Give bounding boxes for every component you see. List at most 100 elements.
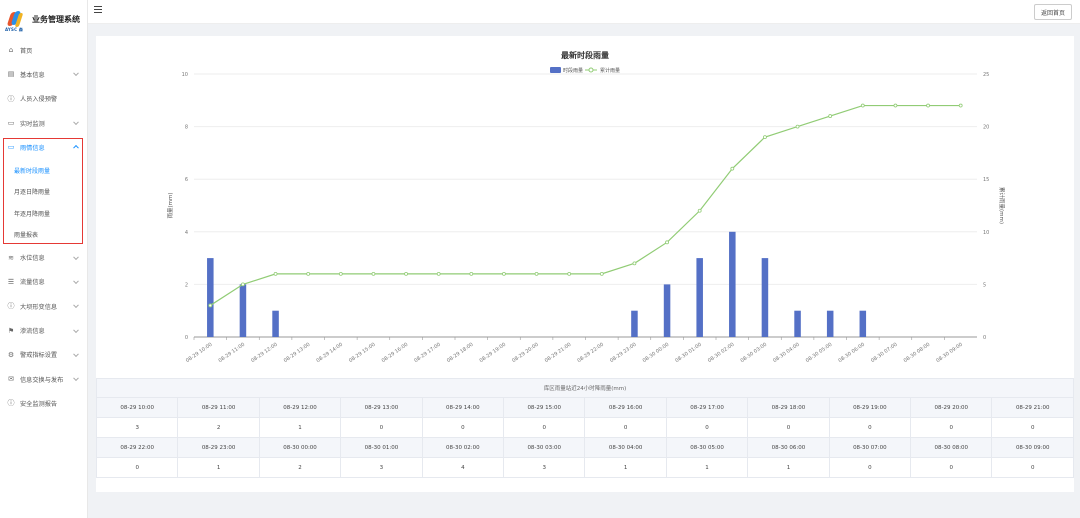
sidebar-item-label: 信息交换与发布 xyxy=(20,376,64,384)
monitor-icon: ▭ xyxy=(7,143,15,152)
table-value-cell: 3 xyxy=(95,417,179,438)
table-header-row: 08-29 22:00 08-29 23:00 08-30 00:00 08-30 0… xyxy=(95,437,1074,458)
table-value-cell: 2 xyxy=(177,417,260,438)
sidebar-item[interactable]: ⓘ 安全监测报告 xyxy=(0,391,87,415)
sidebar-item-label: 安全监测报告 xyxy=(20,400,58,408)
table-time-cell: 08-29 11:00 xyxy=(177,397,260,418)
table-value-cell: 3 xyxy=(340,457,423,478)
y-axis-label: 雨量(mm) xyxy=(167,192,174,218)
table-value-cell: 0 xyxy=(991,417,1074,438)
sidebar-subitem[interactable]: 年逐月降雨量 xyxy=(14,210,51,218)
x-tick-label: 08-30 00:00 xyxy=(642,342,670,364)
cumulative-point xyxy=(665,240,669,245)
cumulative-point xyxy=(241,282,245,287)
table-time-cell: 08-29 14:00 xyxy=(421,397,505,418)
sidebar-item[interactable]: ⚑ 渗流信息 xyxy=(0,318,87,342)
table-value-cell: 0 xyxy=(991,457,1074,478)
cumulative-point xyxy=(338,271,343,276)
sidebar-item-label: 渗流信息 xyxy=(20,328,45,336)
chevron-down-icon xyxy=(73,302,79,309)
rain-bar xyxy=(729,231,736,337)
chevron-down-icon xyxy=(73,278,79,284)
x-tick-label: 08-29 17:00 xyxy=(413,342,441,364)
rain-bar xyxy=(794,310,801,337)
x-tick-label: 08-29 10:00 xyxy=(185,342,213,364)
cumulative-point xyxy=(436,271,441,276)
table-value-cell: 0 xyxy=(665,417,749,438)
sidebar-subitem[interactable]: 月逐日降雨量 xyxy=(14,189,51,197)
y-tick-label: 6 xyxy=(185,177,188,183)
sidebar-item[interactable]: ⓘ 大坝形变信息 xyxy=(0,294,87,318)
rain-bar xyxy=(207,258,214,337)
cumulative-point xyxy=(926,103,930,108)
cumulative-point xyxy=(306,271,311,276)
y2-tick-label: 20 xyxy=(983,125,989,131)
app-logo[interactable]: AYSC 森 业务管理系统 xyxy=(0,0,87,38)
sidebar: AYSC 森 业务管理系统 ⌂ 首页 ▤ 基本信息 ⓘ 人员入侵预警 ▭ 实时监测 ▭ 雨情信息最… xyxy=(0,0,88,518)
y2-tick-label: 15 xyxy=(983,177,989,183)
document-icon: ▤ xyxy=(7,70,15,79)
sidebar-item[interactable]: ⌂ 首页 xyxy=(0,38,87,62)
y-tick-label: 0 xyxy=(185,335,188,341)
table-value-cell: 2 xyxy=(258,457,342,478)
sidebar-item[interactable]: ▤ 基本信息 xyxy=(0,62,87,86)
table-time-cell: 08-29 16:00 xyxy=(584,397,667,418)
chevron-down-icon xyxy=(73,351,79,357)
sidebar-item-label: 实时监测 xyxy=(20,120,45,128)
menu-toggle-icon[interactable] xyxy=(94,6,102,14)
table-value-cell: 0 xyxy=(95,457,179,478)
sidebar-item-label: 警戒指标设置 xyxy=(20,352,58,360)
table-time-cell: 08-30 02:00 xyxy=(421,437,505,458)
back-to-home-button[interactable]: 返回首页 xyxy=(1034,4,1072,20)
sidebar-item[interactable]: ≋ 水位信息 xyxy=(0,245,87,269)
app-title: 业务管理系统 xyxy=(32,14,80,24)
x-tick-label: 08-30 04:00 xyxy=(772,342,800,364)
cumulative-point xyxy=(730,166,735,171)
x-tick-label: 08-29 15:00 xyxy=(348,342,376,364)
legend-label: 时段雨量 xyxy=(563,67,583,74)
sidebar-subitem[interactable]: 最新时段雨量 xyxy=(14,167,51,175)
rain-bar xyxy=(761,258,769,337)
info-circle-icon: ⓘ xyxy=(7,302,15,311)
table-value-cell: 0 xyxy=(584,417,667,438)
y-tick-label: 2 xyxy=(185,282,188,288)
x-tick-label: 08-29 12:00 xyxy=(250,342,278,364)
flow-icon: ☰ xyxy=(7,277,15,286)
table-time-cell: 08-29 21:00 xyxy=(991,397,1074,418)
x-tick-label: 08-29 21:00 xyxy=(544,342,572,364)
sidebar-item[interactable]: ⚙ 警戒指标设置 xyxy=(0,343,87,367)
y2-tick-label: 10 xyxy=(983,230,989,236)
table-header-row: 08-29 10:00 08-29 11:00 08-29 12:00 08-29 1… xyxy=(95,397,1074,418)
logo-subtext: AYSC 森 xyxy=(5,27,24,32)
rain-bar xyxy=(663,284,671,337)
sidebar-item[interactable]: ✉ 信息交换与发布 xyxy=(0,367,87,391)
cumulative-point xyxy=(632,261,637,266)
cumulative-point xyxy=(828,114,833,118)
table-value-cell: 1 xyxy=(665,457,749,478)
cumulative-point xyxy=(958,103,963,108)
cumulative-point xyxy=(208,303,213,308)
cumulative-point xyxy=(763,135,767,140)
table-value-cell: 3 xyxy=(503,457,586,478)
y2-axis-label: 累计雨量(mm) xyxy=(998,187,1006,224)
x-tick-label: 08-30 02:00 xyxy=(707,342,735,364)
sidebar-item[interactable]: ▭ 雨情信息 xyxy=(0,135,87,159)
sidebar-item[interactable]: ▭ 实时监测 xyxy=(0,111,87,135)
sidebar-item[interactable]: ⓘ 人员入侵预警 xyxy=(0,87,87,111)
table-time-cell: 08-29 18:00 xyxy=(747,397,830,418)
main-content: 最新时段雨量 时段雨量 累计雨量 0 2 4 6 8 10 0 5 10 15 20 25 雨量(mm) 累计雨… xyxy=(95,36,1074,492)
rainfall-table: 库区雨量站近24小时降雨量(mm) 08-29 10:00 08-29 11:00 0… xyxy=(95,378,1074,478)
gear-icon: ⚙ xyxy=(7,350,15,359)
sidebar-subitem[interactable]: 雨量报表 xyxy=(14,232,39,240)
table-value-cell: 1 xyxy=(258,417,342,438)
sidebar-item[interactable]: ☰ 流量信息 xyxy=(0,270,87,294)
cumulative-point xyxy=(502,271,506,276)
home-icon: ⌂ xyxy=(8,46,14,55)
table-caption: 库区雨量站近24小时降雨量(mm) xyxy=(96,378,1074,398)
table-value-cell: 0 xyxy=(910,457,993,478)
table-time-cell: 08-30 08:00 xyxy=(910,437,993,458)
info-circle-icon: ⓘ xyxy=(7,94,15,103)
table-time-cell: 08-29 12:00 xyxy=(258,397,342,418)
table-time-cell: 08-30 03:00 xyxy=(503,437,586,458)
